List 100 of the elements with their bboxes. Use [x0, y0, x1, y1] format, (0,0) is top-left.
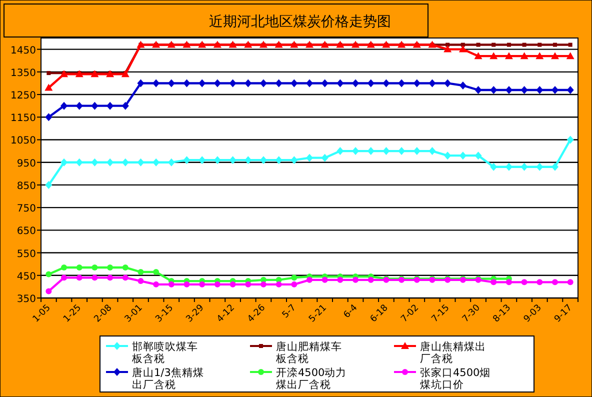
- point: [536, 86, 544, 94]
- point: [490, 279, 497, 286]
- point: [260, 281, 266, 288]
- point: [214, 281, 220, 288]
- point: [107, 274, 114, 281]
- y-tick-label: 1050: [10, 136, 36, 147]
- point: [44, 84, 53, 91]
- point: [106, 158, 114, 166]
- point: [260, 79, 267, 88]
- point: [168, 79, 175, 88]
- point: [184, 281, 190, 288]
- point: [444, 152, 452, 160]
- point: [122, 158, 129, 166]
- y-tick-label: 750: [16, 204, 36, 215]
- point: [568, 42, 572, 47]
- point: [260, 156, 267, 164]
- point: [459, 152, 466, 160]
- point: [199, 281, 206, 288]
- point: [76, 274, 82, 281]
- point: [91, 158, 98, 166]
- point: [476, 42, 480, 47]
- x-tick-label: 6-4: [342, 302, 360, 321]
- point: [566, 136, 574, 144]
- legend-label: 唐山焦精煤出厂含税: [420, 340, 486, 365]
- point: [106, 102, 114, 110]
- y-tick-label: 850: [16, 180, 36, 192]
- point: [520, 162, 528, 171]
- point: [413, 79, 420, 88]
- point: [45, 113, 52, 122]
- point: [490, 52, 498, 60]
- point: [490, 162, 498, 171]
- point: [122, 264, 128, 270]
- point: [504, 52, 513, 60]
- point: [153, 269, 160, 275]
- point: [413, 147, 420, 156]
- point: [567, 279, 574, 286]
- point: [566, 52, 574, 60]
- point: [352, 79, 360, 88]
- point: [522, 42, 526, 47]
- point: [276, 281, 282, 288]
- y-tick-label: 1450: [10, 45, 36, 56]
- point: [506, 42, 511, 47]
- point: [138, 278, 144, 284]
- y-tick-label: 550: [16, 248, 36, 260]
- point: [76, 158, 83, 166]
- point: [352, 147, 360, 156]
- point: [336, 79, 344, 88]
- point: [291, 281, 298, 288]
- point: [214, 156, 221, 164]
- point: [398, 79, 406, 88]
- point: [459, 81, 466, 90]
- point: [551, 162, 558, 171]
- point: [46, 71, 51, 76]
- point: [505, 162, 512, 171]
- point: [92, 264, 98, 270]
- point: [336, 147, 344, 156]
- point: [321, 154, 328, 162]
- y-tick-label: 1250: [10, 90, 36, 102]
- point: [367, 147, 374, 156]
- point: [490, 86, 498, 94]
- point: [61, 274, 68, 281]
- point: [229, 79, 236, 88]
- point: [290, 79, 298, 88]
- point: [444, 45, 452, 52]
- point: [444, 79, 452, 88]
- point: [244, 156, 252, 164]
- point: [306, 154, 313, 162]
- point: [198, 156, 206, 164]
- point: [428, 147, 436, 156]
- point: [275, 156, 282, 164]
- point: [168, 281, 174, 288]
- point: [183, 156, 190, 164]
- point: [183, 79, 190, 88]
- point: [122, 102, 129, 110]
- point: [536, 52, 544, 60]
- y-tick-label: 450: [16, 271, 36, 282]
- point: [275, 79, 282, 88]
- point: [352, 276, 359, 283]
- point: [91, 102, 98, 110]
- point: [505, 86, 512, 94]
- point: [566, 86, 574, 94]
- point: [398, 147, 406, 156]
- point: [428, 79, 436, 88]
- y-tick-label: 350: [16, 294, 36, 305]
- point: [337, 276, 344, 283]
- point: [368, 276, 374, 283]
- point: [367, 79, 374, 88]
- point: [244, 79, 252, 88]
- point: [152, 79, 160, 88]
- point: [122, 274, 128, 281]
- y-tick-label: 1350: [10, 68, 36, 79]
- point: [382, 79, 390, 88]
- point: [382, 147, 390, 156]
- point: [61, 264, 68, 270]
- point: [168, 158, 175, 166]
- point: [520, 86, 528, 94]
- point: [152, 158, 160, 166]
- point: [474, 52, 482, 60]
- point: [474, 86, 482, 94]
- y-tick-label: 950: [16, 158, 36, 170]
